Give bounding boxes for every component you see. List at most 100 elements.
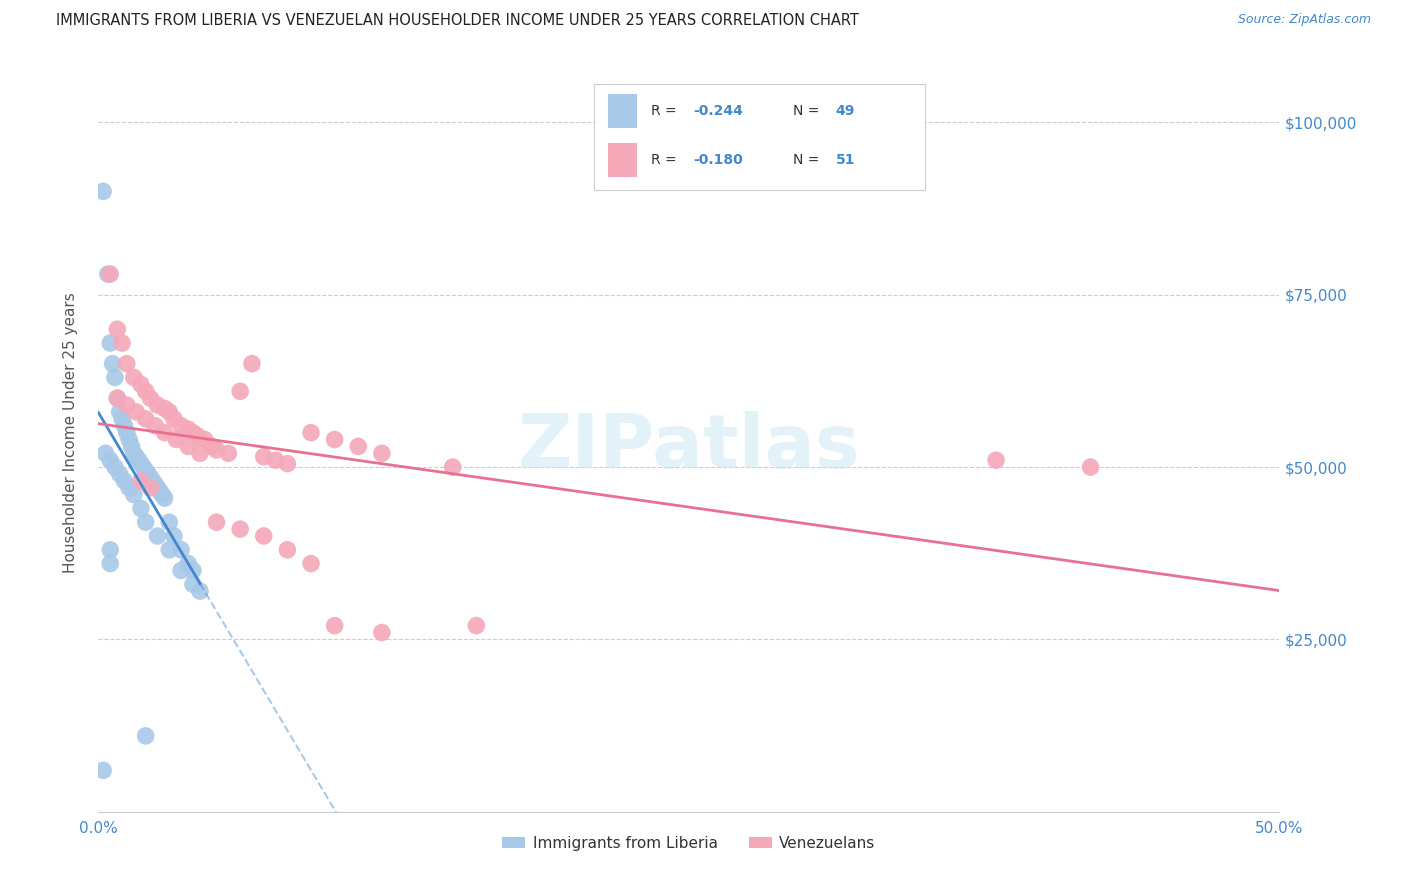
Point	[177, 439, 200, 453]
Point	[142, 474, 165, 488]
Point	[122, 488, 145, 502]
Point	[187, 429, 209, 443]
Point	[101, 357, 124, 371]
Point	[139, 481, 162, 495]
Point	[129, 474, 152, 488]
Point	[135, 412, 157, 426]
Point	[217, 446, 239, 460]
Point	[139, 391, 162, 405]
Point	[132, 460, 155, 475]
Point	[276, 542, 298, 557]
Point	[122, 446, 145, 460]
Point	[157, 542, 180, 557]
Point	[157, 405, 180, 419]
Point	[98, 336, 121, 351]
Point	[177, 557, 200, 571]
Point	[205, 442, 228, 457]
Point	[135, 384, 157, 399]
Point	[253, 450, 276, 464]
Point	[240, 357, 263, 371]
Point	[323, 433, 346, 447]
Point	[143, 418, 166, 433]
Point	[146, 529, 169, 543]
Point	[441, 460, 464, 475]
Point	[299, 425, 322, 440]
Point	[371, 625, 394, 640]
Text: ZIPatlas: ZIPatlas	[517, 411, 860, 484]
Point	[146, 481, 169, 495]
Point	[163, 412, 186, 426]
Point	[253, 529, 276, 543]
Point	[129, 457, 152, 471]
Point	[115, 398, 138, 412]
Point	[150, 488, 173, 502]
Point	[111, 336, 134, 351]
Point	[97, 267, 120, 281]
Point	[125, 450, 148, 464]
Point	[165, 433, 187, 447]
Point	[125, 405, 148, 419]
Point	[153, 491, 176, 505]
Point	[135, 729, 157, 743]
Point	[135, 464, 157, 478]
Point	[108, 467, 131, 481]
Point	[146, 398, 169, 412]
Point	[94, 446, 117, 460]
Point	[104, 370, 127, 384]
Point	[112, 418, 135, 433]
Point	[201, 439, 224, 453]
Point	[153, 401, 176, 416]
Point	[98, 267, 121, 281]
Point	[91, 764, 114, 778]
Point	[98, 557, 121, 571]
Point	[91, 185, 114, 199]
Point	[118, 433, 141, 447]
Point	[115, 357, 138, 371]
Point	[229, 522, 252, 536]
Point	[1080, 460, 1102, 475]
Point	[177, 422, 200, 436]
Point	[129, 377, 152, 392]
Point	[135, 515, 157, 529]
Point	[465, 618, 488, 632]
Point	[104, 460, 127, 475]
Point	[276, 457, 298, 471]
Point	[371, 446, 394, 460]
Point	[108, 405, 131, 419]
Point	[194, 433, 217, 447]
Point	[229, 384, 252, 399]
Legend: Immigrants from Liberia, Venezuelans: Immigrants from Liberia, Venezuelans	[496, 830, 882, 857]
Text: Source: ZipAtlas.com: Source: ZipAtlas.com	[1237, 13, 1371, 27]
Point	[157, 515, 180, 529]
Point	[188, 446, 211, 460]
Point	[143, 477, 166, 491]
Point	[122, 370, 145, 384]
Point	[163, 529, 186, 543]
Point	[181, 564, 204, 578]
Point	[129, 501, 152, 516]
Point	[112, 474, 135, 488]
Point	[98, 453, 121, 467]
Point	[118, 481, 141, 495]
Point	[153, 425, 176, 440]
Point	[105, 391, 128, 405]
Point	[98, 542, 121, 557]
Point	[139, 470, 162, 484]
Point	[205, 515, 228, 529]
Point	[170, 564, 193, 578]
Text: IMMIGRANTS FROM LIBERIA VS VENEZUELAN HOUSEHOLDER INCOME UNDER 25 YEARS CORRELAT: IMMIGRANTS FROM LIBERIA VS VENEZUELAN HO…	[56, 13, 859, 29]
Point	[128, 453, 150, 467]
Point	[111, 412, 134, 426]
Point	[984, 453, 1007, 467]
Point	[264, 453, 287, 467]
Y-axis label: Householder Income Under 25 years: Householder Income Under 25 years	[63, 293, 77, 573]
Point	[121, 439, 143, 453]
Point	[170, 542, 193, 557]
Point	[170, 418, 193, 433]
Point	[347, 439, 370, 453]
Point	[105, 322, 128, 336]
Point	[115, 425, 138, 440]
Point	[136, 467, 159, 481]
Point	[323, 618, 346, 632]
Point	[188, 584, 211, 599]
